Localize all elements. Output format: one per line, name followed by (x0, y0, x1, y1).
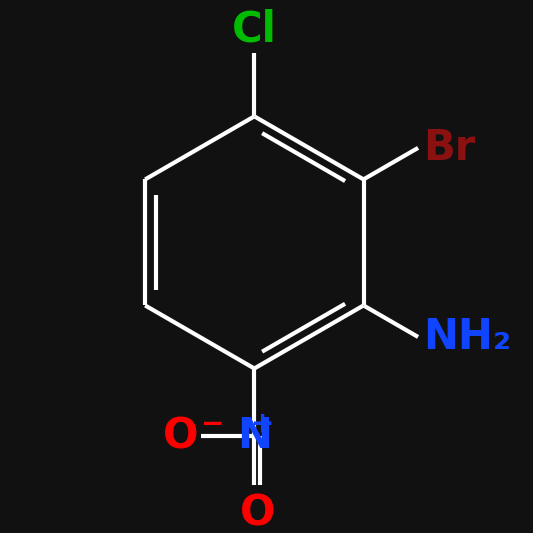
Text: Cl: Cl (232, 9, 277, 51)
Text: NH₂: NH₂ (423, 316, 511, 358)
Text: Br: Br (423, 127, 475, 169)
Text: N: N (237, 415, 272, 457)
Text: −: − (201, 410, 224, 438)
Text: +: + (252, 410, 274, 438)
Text: O: O (163, 415, 199, 457)
Text: O: O (239, 492, 275, 533)
